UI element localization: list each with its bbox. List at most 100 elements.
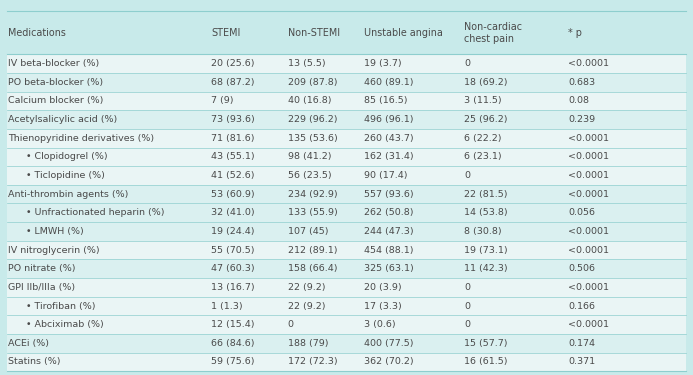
Text: 56 (23.5): 56 (23.5) xyxy=(288,171,331,180)
Text: <0.0001: <0.0001 xyxy=(568,152,609,161)
Bar xyxy=(7,297,686,315)
Bar xyxy=(0,11,693,54)
Text: 66 (84.6): 66 (84.6) xyxy=(211,339,255,348)
Text: 0: 0 xyxy=(464,283,471,292)
Text: 454 (88.1): 454 (88.1) xyxy=(364,246,413,255)
Text: Statins (%): Statins (%) xyxy=(8,357,61,366)
Bar xyxy=(7,129,686,148)
Text: 90 (17.4): 90 (17.4) xyxy=(364,171,407,180)
Text: 13 (5.5): 13 (5.5) xyxy=(288,59,325,68)
Text: IV beta-blocker (%): IV beta-blocker (%) xyxy=(8,59,100,68)
Text: <0.0001: <0.0001 xyxy=(568,283,609,292)
Text: PO nitrate (%): PO nitrate (%) xyxy=(8,264,76,273)
Bar xyxy=(7,334,686,352)
Bar xyxy=(7,110,686,129)
Text: • Abciximab (%): • Abciximab (%) xyxy=(26,320,103,329)
Text: 162 (31.4): 162 (31.4) xyxy=(364,152,414,161)
Text: 172 (72.3): 172 (72.3) xyxy=(288,357,337,366)
Text: 18 (69.2): 18 (69.2) xyxy=(464,78,508,87)
Text: • Tirofiban (%): • Tirofiban (%) xyxy=(26,302,95,310)
Text: 0.506: 0.506 xyxy=(568,264,595,273)
Text: • LMWH (%): • LMWH (%) xyxy=(26,227,83,236)
Text: 212 (89.1): 212 (89.1) xyxy=(288,246,337,255)
Text: 19 (24.4): 19 (24.4) xyxy=(211,227,255,236)
Text: 0: 0 xyxy=(464,59,471,68)
Text: 32 (41.0): 32 (41.0) xyxy=(211,208,255,217)
Text: 260 (43.7): 260 (43.7) xyxy=(364,134,414,143)
Text: 0: 0 xyxy=(288,320,294,329)
Text: 11 (42.3): 11 (42.3) xyxy=(464,264,508,273)
Text: 98 (41.2): 98 (41.2) xyxy=(288,152,331,161)
Text: 22 (9.2): 22 (9.2) xyxy=(288,283,325,292)
Text: 13 (16.7): 13 (16.7) xyxy=(211,283,255,292)
Text: 19 (3.7): 19 (3.7) xyxy=(364,59,401,68)
Text: 14 (53.8): 14 (53.8) xyxy=(464,208,508,217)
Text: 0: 0 xyxy=(464,302,471,310)
Text: 209 (87.8): 209 (87.8) xyxy=(288,78,337,87)
Text: Unstable angina: Unstable angina xyxy=(364,28,443,38)
Text: 22 (9.2): 22 (9.2) xyxy=(288,302,325,310)
Text: <0.0001: <0.0001 xyxy=(568,190,609,199)
Text: 68 (87.2): 68 (87.2) xyxy=(211,78,255,87)
Text: 400 (77.5): 400 (77.5) xyxy=(364,339,413,348)
Text: <0.0001: <0.0001 xyxy=(568,59,609,68)
Text: GPI IIb/IIIa (%): GPI IIb/IIIa (%) xyxy=(8,283,76,292)
Text: 22 (81.5): 22 (81.5) xyxy=(464,190,508,199)
Bar xyxy=(7,315,686,334)
Text: * p: * p xyxy=(568,28,582,38)
Text: <0.0001: <0.0001 xyxy=(568,171,609,180)
Text: 133 (55.9): 133 (55.9) xyxy=(288,208,337,217)
Text: Calcium blocker (%): Calcium blocker (%) xyxy=(8,96,104,105)
Text: 12 (15.4): 12 (15.4) xyxy=(211,320,255,329)
Text: 234 (92.9): 234 (92.9) xyxy=(288,190,337,199)
Bar xyxy=(7,278,686,297)
Text: 40 (16.8): 40 (16.8) xyxy=(288,96,331,105)
Text: <0.0001: <0.0001 xyxy=(568,134,609,143)
Text: Non-STEMI: Non-STEMI xyxy=(288,28,340,38)
Text: • Unfractionated heparin (%): • Unfractionated heparin (%) xyxy=(26,208,164,217)
Text: 85 (16.5): 85 (16.5) xyxy=(364,96,407,105)
Bar xyxy=(7,222,686,241)
Text: IV nitroglycerin (%): IV nitroglycerin (%) xyxy=(8,246,100,255)
Text: 0.371: 0.371 xyxy=(568,357,595,366)
Text: 71 (81.6): 71 (81.6) xyxy=(211,134,255,143)
Text: 0: 0 xyxy=(464,171,471,180)
Text: Acetylsalicylic acid (%): Acetylsalicylic acid (%) xyxy=(8,115,118,124)
Text: 55 (70.5): 55 (70.5) xyxy=(211,246,255,255)
Text: 59 (75.6): 59 (75.6) xyxy=(211,357,255,366)
Text: 20 (25.6): 20 (25.6) xyxy=(211,59,255,68)
Bar xyxy=(7,352,686,371)
Text: 43 (55.1): 43 (55.1) xyxy=(211,152,255,161)
Text: 188 (79): 188 (79) xyxy=(288,339,328,348)
Text: 6 (23.1): 6 (23.1) xyxy=(464,152,502,161)
Text: Medications: Medications xyxy=(8,28,67,38)
Text: 15 (57.7): 15 (57.7) xyxy=(464,339,508,348)
Bar xyxy=(7,166,686,185)
Bar xyxy=(0,0,693,11)
Text: 0.056: 0.056 xyxy=(568,208,595,217)
Text: 229 (96.2): 229 (96.2) xyxy=(288,115,337,124)
Text: 0.239: 0.239 xyxy=(568,115,595,124)
Text: 7 (9): 7 (9) xyxy=(211,96,234,105)
Text: 107 (45): 107 (45) xyxy=(288,227,328,236)
Text: STEMI: STEMI xyxy=(211,28,240,38)
Text: 262 (50.8): 262 (50.8) xyxy=(364,208,413,217)
Text: 17 (3.3): 17 (3.3) xyxy=(364,302,401,310)
Text: 0: 0 xyxy=(464,320,471,329)
Bar xyxy=(7,54,686,73)
Bar xyxy=(7,204,686,222)
Text: 20 (3.9): 20 (3.9) xyxy=(364,283,401,292)
Text: 16 (61.5): 16 (61.5) xyxy=(464,357,508,366)
Text: <0.0001: <0.0001 xyxy=(568,246,609,255)
Text: 3 (0.6): 3 (0.6) xyxy=(364,320,396,329)
Text: Thienopyridine derivatives (%): Thienopyridine derivatives (%) xyxy=(8,134,155,143)
Text: ACEi (%): ACEi (%) xyxy=(8,339,49,348)
Text: 135 (53.6): 135 (53.6) xyxy=(288,134,337,143)
Text: Anti-thrombin agents (%): Anti-thrombin agents (%) xyxy=(8,190,129,199)
Text: • Ticlopidine (%): • Ticlopidine (%) xyxy=(26,171,105,180)
Text: 47 (60.3): 47 (60.3) xyxy=(211,264,255,273)
Text: 362 (70.2): 362 (70.2) xyxy=(364,357,414,366)
Text: 53 (60.9): 53 (60.9) xyxy=(211,190,255,199)
Text: <0.0001: <0.0001 xyxy=(568,320,609,329)
Text: 557 (93.6): 557 (93.6) xyxy=(364,190,414,199)
